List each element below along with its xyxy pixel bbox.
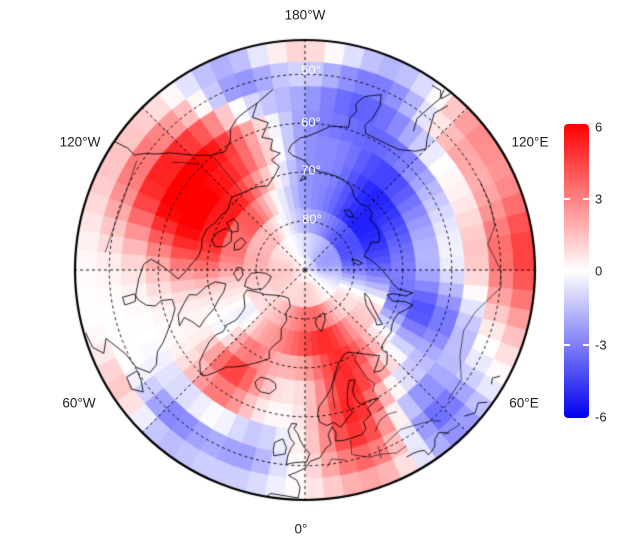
longitude-label: 60°W bbox=[62, 395, 96, 411]
longitude-label: 120°W bbox=[59, 134, 101, 150]
longitude-label: 0° bbox=[294, 521, 308, 537]
colorbar-tick-label: -3 bbox=[595, 337, 607, 353]
colorbar-tick-label: 0 bbox=[595, 263, 603, 279]
latitude-label: 60° bbox=[301, 114, 321, 130]
colorbar-tick-notch bbox=[583, 198, 589, 200]
longitude-label: 120°E bbox=[511, 134, 549, 150]
colorbar-gradient bbox=[564, 124, 589, 418]
latitude-label: 70° bbox=[301, 162, 321, 178]
longitude-label: 180°W bbox=[284, 7, 326, 23]
latitude-label: 80° bbox=[302, 211, 322, 227]
colorbar-tick-notch bbox=[583, 344, 589, 346]
colorbar-tick-notch bbox=[564, 344, 570, 346]
colorbar-tick-label: -6 bbox=[595, 409, 607, 425]
colorbar-tick-label: 6 bbox=[595, 119, 603, 135]
latitude-label: 50° bbox=[301, 62, 321, 78]
colorbar-tick-notch bbox=[564, 198, 570, 200]
longitude-label: 60°E bbox=[509, 395, 539, 411]
colorbar-tick-label: 3 bbox=[595, 191, 603, 207]
